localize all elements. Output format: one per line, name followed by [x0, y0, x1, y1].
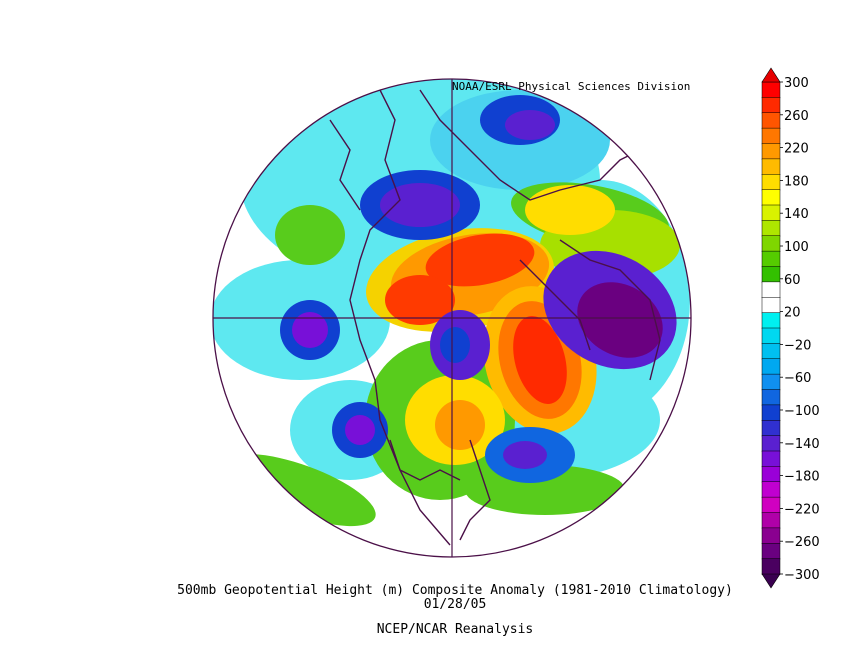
colorbar-swatch [761, 81, 781, 99]
colorbar-tick-label: 60 [784, 273, 801, 288]
colorbar-swatch [761, 420, 781, 437]
colorbar-tick-label: −60 [784, 371, 811, 386]
coastline-segment [389, 439, 461, 481]
coastline-segment [459, 439, 491, 541]
coastlines [329, 89, 661, 546]
colorbar-swatch [761, 112, 781, 129]
trough-russia-dark [577, 282, 663, 358]
colorbar-swatch [761, 527, 781, 544]
colorbar-tick-label: 20 [784, 306, 801, 321]
coastline-segment [329, 119, 361, 211]
colorbar-tick-label: −180 [784, 470, 820, 485]
colorbar-min-arrow [761, 573, 781, 589]
ridge-red-north [425, 233, 535, 287]
colorbar-tick-label: −100 [784, 404, 820, 419]
colorbar-swatch [761, 404, 781, 421]
colorbar-swatch [761, 266, 781, 283]
coastline-segment [419, 89, 641, 201]
colorbar-swatch [761, 558, 781, 575]
credit-label: NOAA/ESRL Physical Sciences Division [452, 80, 691, 93]
colorbar-swatch [761, 220, 781, 237]
colorbar-tick-label: 260 [784, 109, 809, 124]
colorbar-swatch [761, 358, 781, 375]
ridge-red-west [385, 275, 455, 325]
coastline-segment [519, 259, 591, 351]
colorbar-swatch [761, 235, 781, 252]
map-title: 500mb Geopotential Height (m) Composite … [177, 583, 733, 598]
colorbar-swatch [761, 373, 781, 391]
trough-atlantic-purple [503, 441, 547, 469]
colorbar-tick-label: −300 [784, 568, 820, 583]
colorbar-tick-label: 140 [784, 207, 809, 222]
trough-pacific-purple [380, 183, 460, 227]
colorbar-swatch [761, 343, 781, 360]
colorbar-tick-label: 100 [784, 240, 809, 255]
colorbar-swatch [761, 389, 781, 406]
colorbar-tick-label: −260 [784, 535, 820, 550]
colorbar-swatch [761, 450, 781, 468]
colorbar-swatch [761, 435, 781, 452]
map-source: NCEP/NCAR Reanalysis [376, 622, 534, 637]
colorbar-swatch [761, 466, 781, 483]
colorbar-max-arrow [761, 67, 781, 83]
east-siberia-yellow [525, 185, 615, 235]
colorbar-swatch [761, 189, 781, 206]
colorbar-tick-label: −220 [784, 502, 820, 517]
trough-west-purple [292, 312, 328, 348]
colorbar-swatch [761, 327, 781, 345]
colorbar-swatch [761, 250, 781, 268]
green-band-west [275, 205, 345, 265]
na-orange [435, 400, 485, 450]
colorbar-tick-label: −20 [784, 338, 811, 353]
colorbar-swatch [761, 312, 781, 329]
colorbar-tick-label: 220 [784, 142, 809, 157]
colorbar-swatch [761, 97, 781, 114]
map-date: 01/28/05 [423, 597, 487, 612]
colorbar-swatch [761, 481, 781, 498]
colorbar-swatch [761, 543, 781, 560]
colorbar-swatch [761, 158, 781, 175]
atlantic-ridge-red [513, 316, 567, 404]
trough-canada-blue [440, 327, 470, 363]
colorbar-swatch [761, 297, 781, 314]
colorbar: 300 260 220 180 140 100 60 20 −20 −60 −100 −140 −180… [761, 67, 820, 589]
trough-asia-purple [505, 110, 555, 140]
colorbar-tick-label: −140 [784, 437, 820, 452]
map-boundary [212, 78, 692, 558]
colorbar-swatch [761, 174, 781, 191]
colorbar-swatch [761, 281, 781, 298]
colorbar-swatch [761, 512, 781, 529]
coastline-segment [559, 239, 661, 381]
colorbar-swatch [761, 143, 781, 160]
colorbar-tick-label: 300 [784, 76, 809, 91]
colorbar-tick-label: 180 [784, 174, 809, 189]
colorbar-swatch [761, 496, 781, 514]
colorbar-swatch [761, 127, 781, 145]
trough-sw-purple [345, 415, 375, 445]
anomaly-field [213, 79, 690, 527]
colorbar-swatch [761, 204, 781, 222]
